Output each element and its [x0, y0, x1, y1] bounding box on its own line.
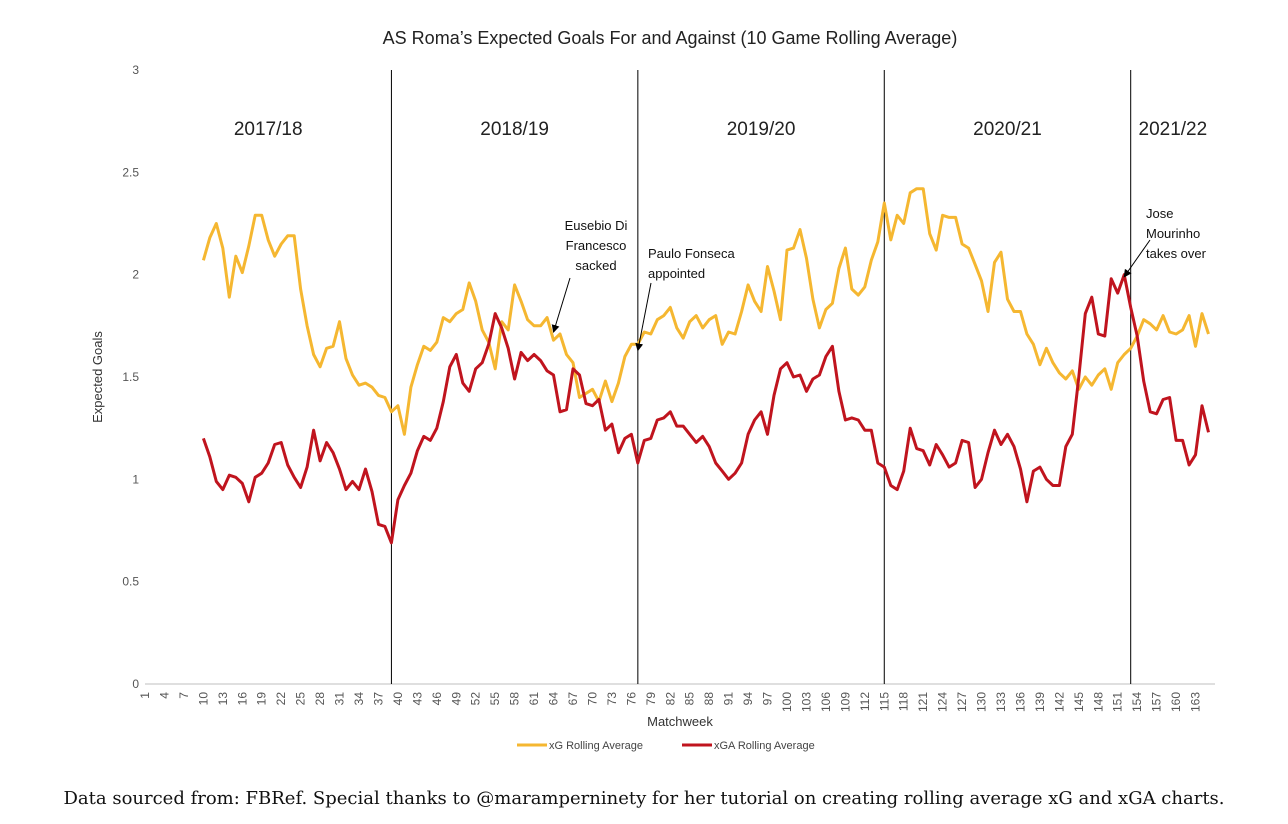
x-tick-label: 100 [780, 692, 794, 712]
x-tick-label: 109 [838, 692, 852, 712]
x-tick-label: 157 [1150, 692, 1164, 712]
x-tick-label: 76 [624, 692, 638, 706]
x-tick-label: 97 [761, 692, 775, 706]
x-tick-label: 136 [1013, 692, 1027, 712]
x-tick-label: 124 [936, 692, 950, 712]
annotation-arrow [635, 282, 652, 352]
x-tick-label: 40 [391, 692, 405, 706]
x-tick-label: 16 [235, 692, 249, 706]
line-chart: AS Roma’s Expected Goals For and Against… [90, 28, 1215, 752]
x-tick-label: 1 [138, 692, 152, 699]
annotation-arrow [551, 277, 571, 333]
x-tick-label: 70 [585, 692, 599, 706]
x-tick-label: 7 [177, 692, 191, 699]
y-tick-label: 1 [132, 472, 139, 486]
x-tick-label: 4 [157, 692, 171, 699]
x-tick-label: 58 [508, 692, 522, 706]
x-tick-label: 112 [858, 692, 872, 711]
x-tick-label: 28 [313, 692, 327, 706]
x-tick-label: 160 [1169, 692, 1183, 712]
x-tick-label: 52 [469, 692, 483, 706]
season-label: 2019/20 [727, 119, 796, 140]
x-tick-label: 10 [196, 692, 210, 706]
x-tick-label: 79 [644, 692, 658, 706]
x-tick-label: 37 [371, 692, 385, 706]
x-tick-label: 130 [975, 692, 989, 712]
annotation-text: Francesco [566, 238, 627, 253]
chart-container: AS Roma’s Expected Goals For and Against… [90, 28, 1215, 752]
x-tick-label: 121 [916, 692, 930, 712]
legend-label: xGA Rolling Average [714, 740, 815, 752]
x-tick-label: 73 [605, 692, 619, 706]
annotation-text: Paulo Fonseca [648, 246, 735, 261]
x-tick-label: 94 [741, 692, 755, 706]
x-tick-label: 43 [410, 692, 424, 706]
x-tick-label: 151 [1111, 692, 1125, 712]
y-tick-label: 1.5 [122, 370, 139, 384]
annotation-text: appointed [648, 266, 705, 281]
legend-label: xG Rolling Average [549, 740, 643, 752]
annotation-text: Jose [1146, 206, 1173, 221]
x-tick-label: 127 [955, 692, 969, 712]
x-tick-label: 25 [294, 692, 308, 706]
x-tick-label: 106 [819, 692, 833, 712]
y-tick-label: 0 [132, 677, 139, 691]
x-tick-label: 34 [352, 692, 366, 706]
x-tick-label: 118 [897, 692, 911, 711]
season-label: 2021/22 [1139, 119, 1208, 140]
y-tick-label: 2 [132, 268, 139, 282]
x-tick-label: 85 [683, 692, 697, 706]
annotation-arrow [1123, 239, 1151, 278]
x-tick-label: 139 [1033, 692, 1047, 712]
x-tick-label: 82 [663, 692, 677, 706]
season-label: 2017/18 [234, 119, 303, 140]
series-line-xga [201, 273, 1210, 545]
y-tick-label: 0.5 [122, 575, 139, 589]
x-tick-label: 67 [566, 692, 580, 706]
x-tick-label: 154 [1130, 692, 1144, 712]
annotation-text: Mourinho [1146, 226, 1200, 241]
y-tick-label: 3 [132, 63, 139, 77]
y-tick-label: 2.5 [122, 165, 139, 179]
x-tick-label: 64 [547, 692, 561, 706]
x-tick-label: 142 [1052, 692, 1066, 712]
x-tick-label: 103 [799, 692, 813, 712]
x-tick-label: 46 [430, 692, 444, 706]
x-axis-label: Matchweek [647, 714, 713, 729]
y-axis-label: Expected Goals [90, 331, 105, 423]
annotation-text: takes over [1146, 246, 1207, 261]
x-tick-label: 163 [1189, 692, 1203, 712]
x-tick-label: 55 [488, 692, 502, 706]
annotation-text: Eusebio Di [565, 218, 628, 233]
x-tick-label: 31 [333, 692, 347, 706]
annotation-text: sacked [575, 258, 616, 273]
season-label: 2018/19 [480, 119, 549, 140]
x-tick-label: 22 [274, 692, 288, 706]
source-caption: Data sourced from: FBRef. Special thanks… [63, 788, 1225, 809]
x-tick-label: 133 [994, 692, 1008, 712]
x-tick-label: 91 [722, 692, 736, 706]
season-label: 2020/21 [973, 119, 1042, 140]
x-tick-label: 148 [1091, 692, 1105, 712]
x-tick-label: 88 [702, 692, 716, 706]
x-tick-label: 49 [449, 692, 463, 706]
x-tick-label: 19 [255, 692, 269, 706]
x-tick-label: 61 [527, 692, 541, 706]
x-tick-label: 145 [1072, 692, 1086, 712]
chart-title: AS Roma’s Expected Goals For and Against… [383, 28, 958, 48]
x-tick-label: 13 [216, 692, 230, 706]
x-tick-label: 115 [877, 692, 891, 711]
series-line-xg [201, 187, 1210, 436]
